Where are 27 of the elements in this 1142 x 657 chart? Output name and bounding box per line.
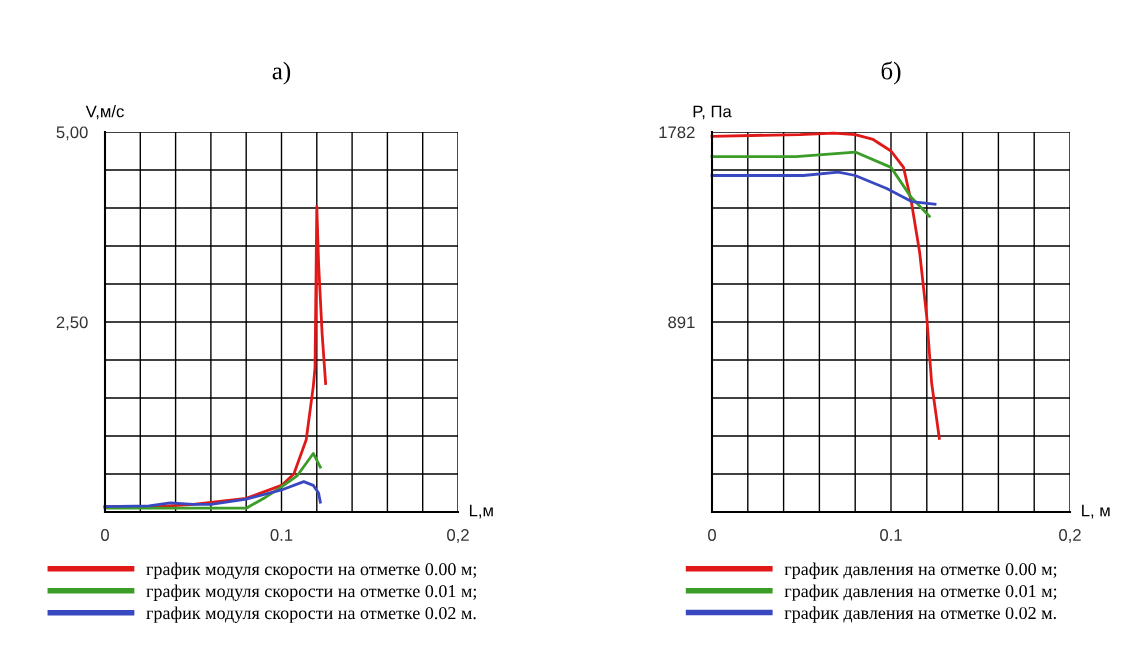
chart-title: б) [881,61,901,85]
legend-label: график давления на отметке 0.01 м; [784,584,1057,601]
x-tick-label: 0,2 [447,529,469,543]
line-series [710,131,941,440]
x-tick-label: 0 [101,529,109,541]
legend-label: график давления на отметке 0.00 м; [784,562,1057,579]
y-tick-label: 1782 [659,126,695,139]
y-tick-label: 5,00 [56,126,88,141]
line-series [710,170,937,206]
x-axis-title: L, м [1082,504,1110,519]
y-tick-label: 2,50 [56,316,88,331]
x-tick-label: 0.1 [270,529,293,541]
x-tick-label: 0.1 [880,529,902,541]
line-series [103,452,322,510]
legend-label: график модуля скорости на отметке 0.01 м; [146,584,476,601]
x-tick-label: 0 [708,529,716,541]
legend-label: график модуля скорости на отметке 0.02 м. [146,606,476,623]
line-series [710,150,931,218]
y-axis-title: P, Па [693,105,732,120]
x-axis-title: L,м [469,504,493,519]
x-tick-label: 0,2 [1059,529,1081,543]
y-axis-title: V,м/с [85,105,124,120]
y-tick-label: 891 [668,316,695,329]
legend-label: график модуля скорости на отметке 0.00 м; [146,562,476,579]
line-series [103,480,322,509]
chart-title: а) [272,61,291,85]
legend-label: график давления на отметке 0.02 м. [784,606,1056,623]
